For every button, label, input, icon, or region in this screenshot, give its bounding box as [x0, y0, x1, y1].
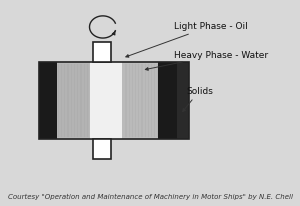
Text: Heavy Phase - Water: Heavy Phase - Water: [145, 50, 268, 71]
Bar: [177, 63, 189, 139]
Text: Solids: Solids: [183, 87, 213, 112]
Bar: [57, 63, 89, 139]
Text: Light Phase - Oil: Light Phase - Oil: [126, 22, 248, 58]
Bar: [39, 63, 189, 139]
Bar: [39, 63, 57, 139]
Bar: [93, 139, 111, 159]
Bar: [89, 63, 122, 139]
Bar: [158, 63, 177, 139]
Bar: [39, 63, 189, 139]
Bar: [93, 43, 111, 63]
Bar: [122, 63, 158, 139]
Text: Courtesy "Operation and Maintenance of Machinery in Motor Ships" by N.E. Chell: Courtesy "Operation and Maintenance of M…: [8, 193, 292, 199]
